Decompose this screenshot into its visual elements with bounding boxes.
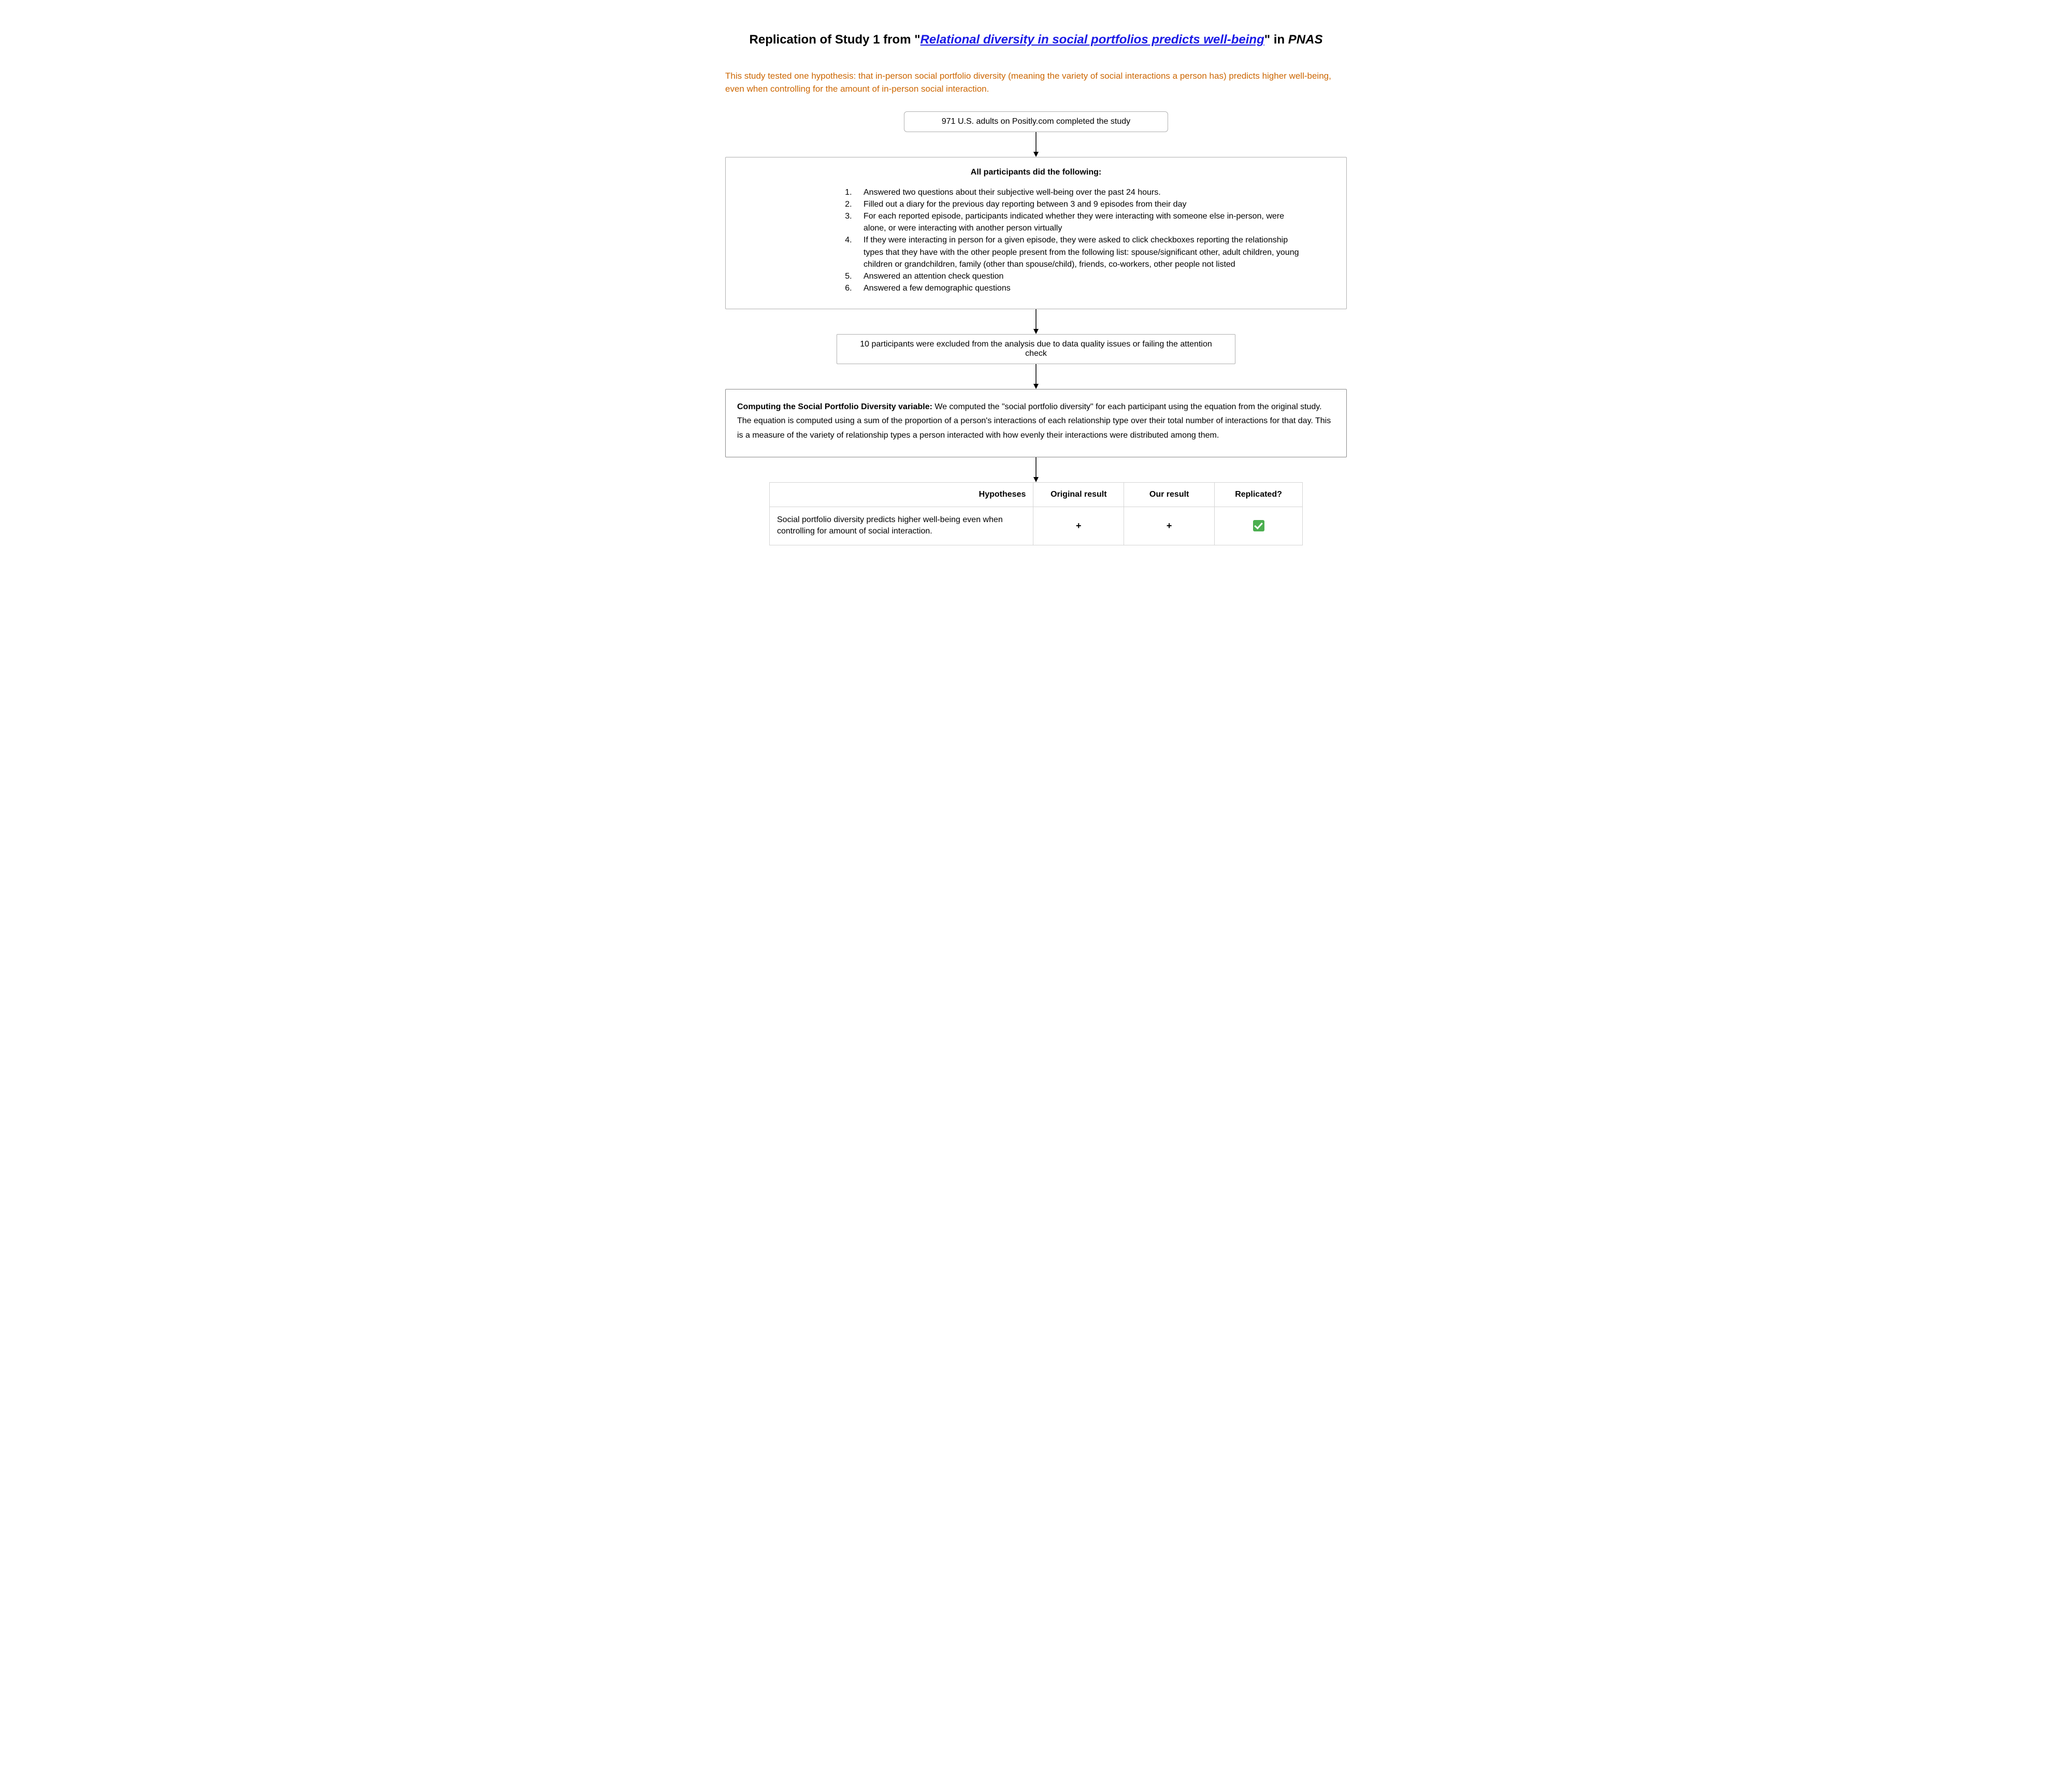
title-suffix: " in bbox=[1264, 33, 1288, 47]
col-hypotheses: Hypotheses bbox=[770, 482, 1033, 507]
journal-name: PNAS bbox=[1288, 33, 1323, 47]
list-item: If they were interacting in person for a… bbox=[854, 234, 1304, 270]
intro-paragraph: This study tested one hypothesis: that i… bbox=[725, 69, 1347, 96]
arrow-icon bbox=[1033, 132, 1039, 157]
original-result-cell: + bbox=[1033, 507, 1124, 545]
paper-link[interactable]: Relational diversity in social portfolio… bbox=[920, 33, 1264, 47]
table-header-row: Hypotheses Original result Our result Re… bbox=[770, 482, 1303, 507]
list-item: For each reported episode, participants … bbox=[854, 210, 1304, 234]
our-result-cell: + bbox=[1124, 507, 1215, 545]
hypothesis-cell: Social portfolio diversity predicts high… bbox=[770, 507, 1033, 545]
list-item: Answered an attention check question bbox=[854, 270, 1304, 282]
compute-box: Computing the Social Portfolio Diversity… bbox=[725, 389, 1347, 457]
list-item: Answered a few demographic questions bbox=[854, 282, 1304, 294]
title-prefix: Replication of Study 1 from " bbox=[750, 33, 920, 47]
steps-box: All participants did the following: Answ… bbox=[725, 157, 1347, 310]
arrow-icon bbox=[1033, 309, 1039, 334]
col-ours: Our result bbox=[1124, 482, 1215, 507]
sample-box: 971 U.S. adults on Positly.com completed… bbox=[904, 111, 1168, 132]
list-item: Answered two questions about their subje… bbox=[854, 186, 1304, 198]
results-table: Hypotheses Original result Our result Re… bbox=[769, 482, 1303, 545]
page-container: Replication of Study 1 from "Relational … bbox=[725, 31, 1347, 545]
steps-heading: All participants did the following: bbox=[737, 168, 1335, 177]
replicated-cell bbox=[1215, 507, 1303, 545]
flowchart: 971 U.S. adults on Positly.com completed… bbox=[725, 111, 1347, 545]
col-original: Original result bbox=[1033, 482, 1124, 507]
steps-ordered-list: Answered two questions about their subje… bbox=[841, 186, 1304, 295]
arrow-icon bbox=[1033, 457, 1039, 482]
arrow-icon bbox=[1033, 364, 1039, 389]
list-item: Filled out a diary for the previous day … bbox=[854, 198, 1304, 210]
table-row: Social portfolio diversity predicts high… bbox=[770, 507, 1303, 545]
page-title: Replication of Study 1 from "Relational … bbox=[725, 31, 1347, 49]
compute-label: Computing the Social Portfolio Diversity… bbox=[737, 402, 932, 411]
check-icon bbox=[1253, 520, 1264, 531]
steps-list-wrapper: Answered two questions about their subje… bbox=[737, 186, 1335, 295]
col-replicated: Replicated? bbox=[1215, 482, 1303, 507]
exclusion-box: 10 participants were excluded from the a… bbox=[837, 334, 1235, 364]
